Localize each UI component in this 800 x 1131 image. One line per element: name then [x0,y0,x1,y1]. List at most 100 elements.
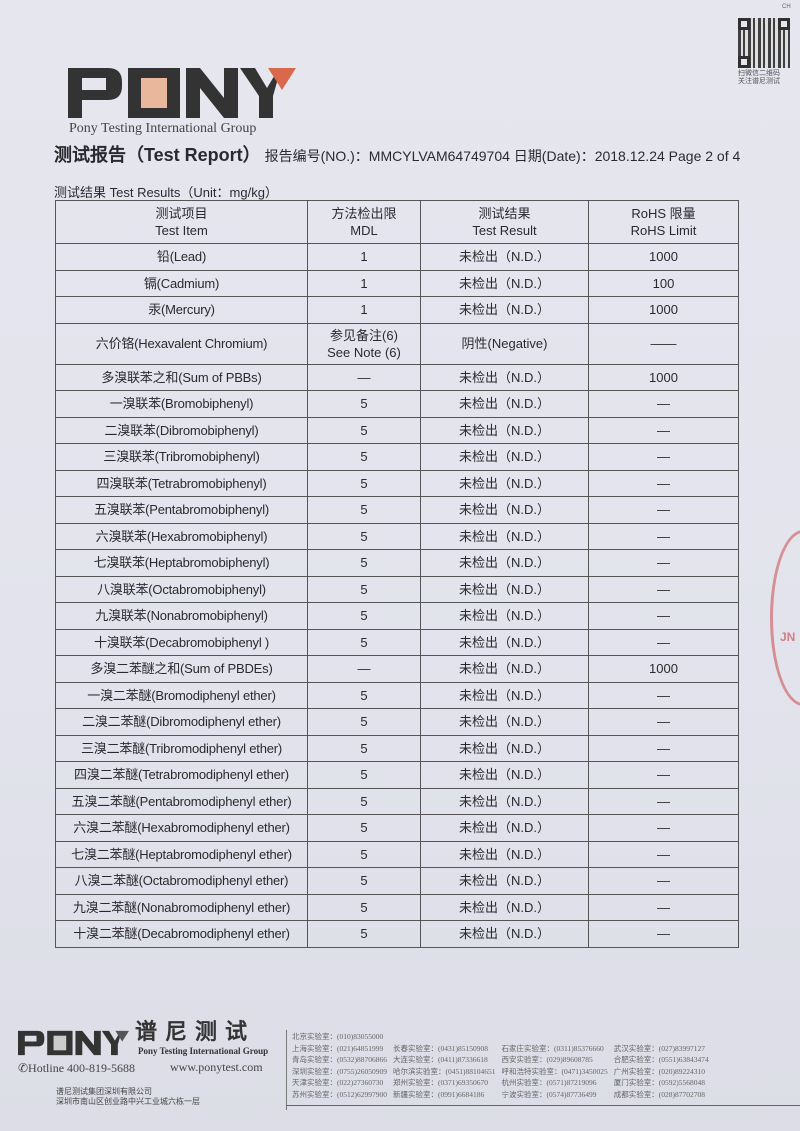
lab-contact: 西安实验室：(029)89608785 [501,1055,593,1064]
page-number: Page 2 of 4 [668,148,741,164]
rohs-limit: — [588,628,739,656]
table-row: 一溴二苯醚(Bromodiphenyl ether) 5 未检出（N.D.） — [55,681,739,709]
test-item: 十溴二苯醚(Decabromodiphenyl ether) [55,920,308,948]
mdl: 5 [307,708,421,736]
mdl: 5 [307,840,421,868]
lab-contact [614,1031,709,1043]
table-row: 三溴联苯(Tribromobiphenyl) 5 未检出（N.D.） — [55,443,739,471]
test-result: 未检出（N.D.） [420,390,589,418]
footer-rule [286,1105,800,1106]
rohs-limit: — [588,416,739,444]
column-header-line: MDL [350,223,378,238]
test-item: 六溴联苯(Hexabromobiphenyl) [55,522,308,550]
lab-contact: 呼和浩特实验室：(0471)3450025 [501,1066,608,1076]
lab-contacts: 北京实验室：(010)83055000 上海实验室：(021)64851999 长春… [292,1031,709,1100]
lab-contact: 成都实验室：(028)87702708 [613,1089,705,1099]
test-result: 未检出（N.D.） [420,787,589,815]
column-header-line: Test Item [155,223,208,238]
stamp-text: JN [780,630,796,644]
test-result: 未检出（N.D.） [420,575,589,603]
test-item: 二溴联苯(Dibromobiphenyl) [55,416,308,444]
lab-contact: 上海实验室：(021)64851999 [292,1043,384,1053]
lab-contact [393,1031,496,1043]
mdl: 5 [307,681,421,709]
mdl: 5 [307,522,421,550]
mdl: 5 [307,469,421,497]
test-result: 未检出（N.D.） [420,496,589,524]
table-row: 五溴联苯(Pentabromobiphenyl) 5 未检出（N.D.） — [55,496,739,524]
test-result: 未检出（N.D.） [420,867,589,895]
test-item: 汞(Mercury) [55,296,308,324]
report-header: 测试报告（Test Report） 报告编号(NO.)：MMCYLVAM6474… [54,144,740,167]
rohs-limit: — [588,602,739,630]
table-row: 七溴二苯醚(Heptabromodiphenyl ether) 5 未检出（N.D.… [55,840,739,868]
table-row: 八溴联苯(Octabromobiphenyl) 5 未检出（N.D.） — [55,575,739,603]
test-item: 八溴联苯(Octabromobiphenyl) [55,575,308,603]
column-header-line: RoHS Limit [630,223,697,238]
table-row: 四溴联苯(Tetrabromobiphenyl) 5 未检出（N.D.） — [55,469,739,497]
mdl: 5 [307,761,421,789]
table-row: 六溴二苯醚(Hexabromodiphenyl ether) 5 未检出（N.D.）… [55,814,739,842]
report-title: 测试报告（Test Report） [54,145,261,165]
test-item: 三溴二苯醚(Tribromodiphenyl ether) [55,734,308,762]
test-result: 未检出（N.D.） [420,296,589,324]
mdl: 参见备注(6) See Note (6) [307,322,421,365]
lab-contact: 广州实验室：(020)89224310 [613,1066,705,1076]
test-item: 七溴二苯醚(Heptabromodiphenyl ether) [55,840,308,868]
table-row: 多溴联苯之和(Sum of PBBs) — 未检出（N.D.） 1000 [55,363,739,391]
mdl: 5 [307,787,421,815]
website-link[interactable]: www.ponytest.com [170,1060,263,1074]
test-result: 未检出（N.D.） [420,814,589,842]
mdl: 5 [307,602,421,630]
lab-contact: 哈尔滨实验室：(0451)88104651 [393,1066,496,1076]
rohs-limit: — [588,787,739,815]
test-item: 五溴联苯(Pentabromobiphenyl) [55,496,308,524]
column-header-line: 测试项目 [155,206,208,221]
rohs-limit: — [588,814,739,842]
report-date: 2018.12.24 [594,148,665,164]
test-item: 十溴联苯(Decabromobiphenyl ) [55,628,308,656]
rohs-limit: — [588,522,739,550]
lab-contact [502,1031,608,1043]
lab-contact: 新疆实验室：(0991)6684186 [393,1089,485,1099]
corner-mark: CH [782,4,791,10]
mdl: 5 [307,814,421,842]
test-item: 七溴联苯(Heptabromobiphenyl) [55,549,308,577]
test-result: 未检出（N.D.） [420,840,589,868]
table-row: 八溴二苯醚(Octabromodiphenyl ether) 5 未检出（N.D.）… [55,867,739,895]
logo-tagline: Pony Testing International Group [69,121,257,136]
rohs-limit: — [588,390,739,418]
column-header: 测试结果 Test Result [420,200,589,244]
test-item: 多溴联苯之和(Sum of PBBs) [55,363,308,391]
rohs-limit: — [588,469,739,497]
test-result: 阴性(Negative) [420,322,589,365]
test-result: 未检出（N.D.） [420,363,589,391]
rohs-limit: — [588,867,739,895]
test-result: 未检出（N.D.） [420,681,589,709]
column-header-line: 测试结果 [478,206,531,221]
table-row: 铅(Lead) 1 未检出（N.D.） 1000 [55,243,739,271]
test-item: 四溴二苯醚(Tetrabromodiphenyl ether) [55,761,308,789]
qr-code-icon [738,18,790,68]
lab-contact: 宁波实验室：(0574)87736499 [501,1089,597,1099]
lab-contact: 深圳实验室：(0755)26050909 [292,1066,387,1076]
results-caption: 测试结果 Test Results（Unit：mg/kg） [54,185,278,200]
mdl: 5 [307,390,421,418]
mdl: 1 [307,243,421,271]
test-result: 未检出（N.D.） [420,469,589,497]
rohs-limit: — [588,708,739,736]
lab-contact: 长春实验室：(0431)85150908 [393,1043,488,1053]
report-no: MMCYLVAM64749704 [368,148,510,164]
rohs-limit: — [588,840,739,868]
test-result: 未检出（N.D.） [420,549,589,577]
test-result: 未检出（N.D.） [420,269,589,297]
test-item: 多溴二苯醚之和(Sum of PBDEs) [55,655,308,683]
footer-brand-cn: 谱尼测试 [135,1019,256,1044]
test-result: 未检出（N.D.） [420,708,589,736]
table-row: 七溴联苯(Heptabromobiphenyl) 5 未检出（N.D.） — [55,549,739,577]
lab-contact: 天津实验室：(022)27360730 [292,1078,384,1087]
mdl: 1 [307,269,421,297]
test-item: 镉(Cadmium) [55,269,308,297]
table-row: 三溴二苯醚(Tribromodiphenyl ether) 5 未检出（N.D.） — [55,734,739,762]
qr-caption-line: 关注谱尼测试 [738,78,780,85]
